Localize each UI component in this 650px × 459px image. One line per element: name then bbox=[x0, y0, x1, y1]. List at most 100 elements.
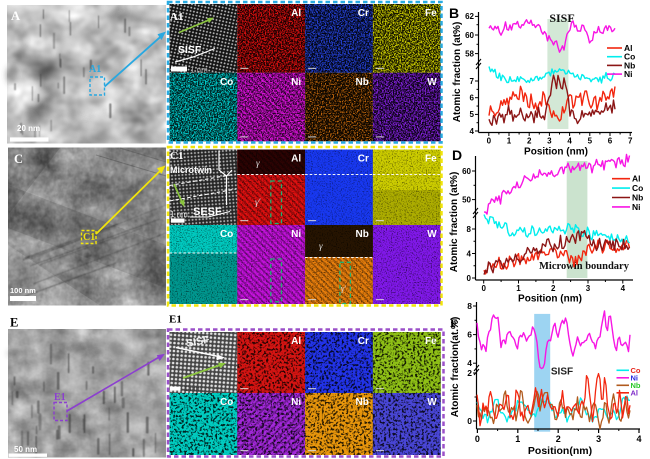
svg-text:Ni: Ni bbox=[632, 202, 641, 212]
svg-text:γ: γ bbox=[319, 241, 323, 251]
svg-text:Fe: Fe bbox=[425, 154, 437, 165]
svg-text:2: 2 bbox=[467, 368, 472, 378]
svg-text:B: B bbox=[449, 5, 459, 21]
svg-text:Al: Al bbox=[624, 43, 633, 53]
svg-text:Ni: Ni bbox=[291, 397, 301, 408]
svg-text:Ni: Ni bbox=[631, 373, 639, 382]
svg-text:E1: E1 bbox=[54, 392, 66, 403]
svg-text:C1: C1 bbox=[83, 232, 95, 243]
svg-text:F: F bbox=[450, 316, 457, 330]
svg-text:SISF: SISF bbox=[551, 367, 573, 378]
svg-text:Cr: Cr bbox=[358, 154, 369, 165]
svg-text:Nb: Nb bbox=[631, 381, 641, 390]
svg-text:1: 1 bbox=[516, 284, 521, 293]
svg-text:Nb: Nb bbox=[356, 77, 369, 88]
svg-text:W: W bbox=[427, 397, 437, 408]
svg-text:5: 5 bbox=[588, 137, 593, 146]
svg-text:E: E bbox=[10, 316, 18, 330]
svg-text:58: 58 bbox=[465, 49, 474, 58]
svg-text:D: D bbox=[452, 147, 462, 163]
svg-text:A1: A1 bbox=[170, 11, 183, 23]
svg-text:4: 4 bbox=[467, 249, 472, 258]
svg-text:Position(nm): Position(nm) bbox=[528, 445, 592, 457]
svg-text:3: 3 bbox=[547, 137, 552, 146]
svg-text:3: 3 bbox=[586, 284, 591, 293]
svg-text:Ni: Ni bbox=[624, 69, 633, 79]
svg-text:Atomic fraction (at%): Atomic fraction (at%) bbox=[452, 22, 463, 123]
svg-text:Atomic fraction (at%): Atomic fraction (at%) bbox=[449, 172, 460, 273]
svg-text:4: 4 bbox=[636, 434, 641, 444]
svg-text:3: 3 bbox=[596, 434, 601, 444]
svg-text:C1: C1 bbox=[170, 150, 183, 162]
svg-text:Co: Co bbox=[632, 183, 643, 193]
svg-text:0: 0 bbox=[475, 434, 480, 444]
svg-text:6: 6 bbox=[470, 94, 475, 103]
svg-text:Position (nm): Position (nm) bbox=[524, 147, 588, 158]
svg-text:0: 0 bbox=[481, 284, 486, 293]
svg-text:100 nm: 100 nm bbox=[10, 286, 36, 295]
svg-text:6: 6 bbox=[608, 137, 613, 146]
svg-text:4: 4 bbox=[470, 127, 475, 136]
svg-text:Co: Co bbox=[220, 229, 233, 240]
svg-text:Nb: Nb bbox=[356, 229, 369, 240]
svg-text:SISF: SISF bbox=[185, 334, 211, 350]
svg-text:Al: Al bbox=[632, 174, 641, 184]
svg-text:Cr: Cr bbox=[358, 8, 369, 19]
svg-text:SISF: SISF bbox=[178, 44, 202, 56]
svg-text:Atomic fraction(at.%): Atomic fraction(at.%) bbox=[450, 317, 461, 418]
svg-text:C: C bbox=[14, 152, 23, 166]
svg-text:W: W bbox=[427, 229, 437, 240]
svg-text:20 nm: 20 nm bbox=[17, 124, 40, 133]
svg-text:2: 2 bbox=[556, 434, 561, 444]
svg-text:5: 5 bbox=[470, 110, 475, 119]
svg-text:Nb: Nb bbox=[632, 193, 643, 203]
svg-text:SESF: SESF bbox=[193, 206, 222, 218]
svg-text:Co: Co bbox=[631, 366, 641, 375]
svg-text:60: 60 bbox=[462, 167, 471, 176]
svg-text:Nb: Nb bbox=[356, 397, 369, 408]
svg-text:Position (nm): Position (nm) bbox=[518, 294, 582, 305]
svg-text:Microwin boundary: Microwin boundary bbox=[539, 261, 630, 272]
svg-text:Al: Al bbox=[291, 154, 301, 165]
svg-text:0: 0 bbox=[467, 416, 472, 426]
svg-text:E1: E1 bbox=[169, 314, 182, 326]
svg-text:Ni: Ni bbox=[291, 77, 301, 88]
svg-text:2: 2 bbox=[527, 137, 532, 146]
svg-text:1 nm: 1 nm bbox=[184, 386, 200, 393]
svg-text:W: W bbox=[427, 77, 437, 88]
svg-text:SISF: SISF bbox=[549, 11, 574, 25]
svg-text:4: 4 bbox=[467, 358, 472, 368]
svg-text:Microtwin: Microtwin bbox=[170, 165, 212, 175]
svg-text:62: 62 bbox=[465, 12, 474, 21]
svg-text:1 nm: 1 nm bbox=[190, 66, 208, 75]
svg-text:8: 8 bbox=[467, 225, 472, 234]
svg-text:Al: Al bbox=[291, 336, 301, 347]
svg-text:Ni: Ni bbox=[291, 229, 301, 240]
svg-text:Co: Co bbox=[220, 77, 233, 88]
svg-text:γ′: γ′ bbox=[255, 197, 262, 207]
svg-text:4: 4 bbox=[567, 137, 572, 146]
svg-text:1: 1 bbox=[507, 137, 512, 146]
svg-text:Co: Co bbox=[220, 397, 233, 408]
svg-text:Nb: Nb bbox=[624, 60, 635, 70]
svg-text:0: 0 bbox=[487, 137, 492, 146]
svg-text:Co: Co bbox=[624, 52, 635, 62]
svg-text:Fe: Fe bbox=[425, 8, 437, 19]
svg-text:60: 60 bbox=[465, 31, 474, 40]
svg-text:0: 0 bbox=[467, 274, 472, 283]
svg-text:8: 8 bbox=[467, 301, 472, 311]
svg-text:1 nm: 1 nm bbox=[170, 210, 188, 219]
svg-text:A1: A1 bbox=[89, 64, 101, 75]
svg-text:50: 50 bbox=[462, 195, 471, 204]
svg-text:Al: Al bbox=[291, 8, 301, 19]
svg-text:A: A bbox=[11, 9, 20, 23]
svg-text:Cr: Cr bbox=[358, 336, 369, 347]
svg-text:50 nm: 50 nm bbox=[14, 445, 37, 454]
svg-text:2: 2 bbox=[551, 284, 556, 293]
svg-text:7: 7 bbox=[470, 77, 475, 86]
svg-text:Fe: Fe bbox=[425, 336, 437, 347]
svg-text:γ: γ bbox=[256, 158, 260, 168]
svg-text:γ′: γ′ bbox=[341, 284, 346, 293]
svg-text:Al: Al bbox=[631, 388, 639, 397]
svg-text:4: 4 bbox=[621, 284, 626, 293]
